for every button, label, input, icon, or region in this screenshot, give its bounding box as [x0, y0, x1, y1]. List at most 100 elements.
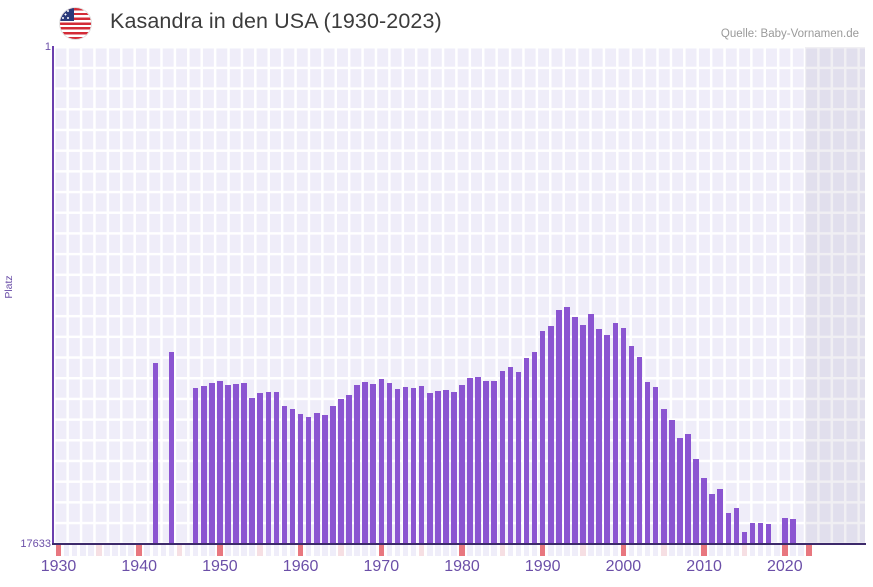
bar-1972[interactable]: [394, 389, 401, 543]
x-tick-2008: [685, 545, 691, 556]
x-tick-1984: [491, 545, 498, 556]
bar-1952[interactable]: [233, 384, 239, 543]
x-tick-1959: [289, 545, 296, 556]
x-tick-1933: [79, 545, 86, 556]
bar-1971[interactable]: [386, 383, 393, 543]
x-tick-1982: [475, 545, 481, 556]
x-axis-label-1950: 1950: [202, 558, 238, 575]
bar-1992[interactable]: [556, 310, 562, 543]
bar-1968[interactable]: [362, 382, 368, 543]
bar-1987[interactable]: [515, 372, 522, 543]
bar-1983[interactable]: [483, 381, 489, 543]
bar-1993[interactable]: [564, 307, 570, 543]
x-tick-1938: [120, 545, 126, 556]
bar-1976[interactable]: [426, 393, 433, 543]
bar-1962[interactable]: [313, 413, 320, 543]
bar-1989[interactable]: [531, 352, 538, 543]
bar-2017[interactable]: [757, 523, 764, 543]
bar-1975[interactable]: [418, 386, 425, 543]
bar-1973[interactable]: [402, 387, 409, 543]
bar-1997[interactable]: [596, 329, 602, 543]
bar-2010[interactable]: [701, 478, 707, 543]
x-tick-1930: [55, 545, 62, 556]
bar-1988[interactable]: [523, 358, 530, 543]
bar-1991[interactable]: [547, 326, 554, 543]
bar-2005[interactable]: [660, 409, 667, 543]
bar-2008[interactable]: [685, 434, 691, 543]
bar-1969[interactable]: [370, 384, 377, 543]
bar-1944[interactable]: [168, 352, 175, 543]
bar-1999[interactable]: [612, 323, 619, 543]
bar-2021[interactable]: [790, 519, 796, 543]
bar-2018[interactable]: [765, 524, 772, 543]
x-tick-1941: [144, 545, 151, 556]
bar-2006[interactable]: [669, 420, 675, 543]
bar-2012[interactable]: [717, 489, 724, 543]
bar-1994[interactable]: [572, 317, 578, 543]
x-tick-2009: [693, 545, 699, 556]
bar-1964[interactable]: [330, 406, 336, 543]
bar-1977[interactable]: [434, 391, 441, 543]
bar-2015[interactable]: [741, 532, 748, 543]
x-tick-2007: [677, 545, 683, 556]
bar-1978[interactable]: [443, 390, 449, 543]
forecast-shade-region: [804, 47, 865, 543]
bar-1974[interactable]: [410, 388, 417, 543]
bar-1998[interactable]: [604, 335, 611, 543]
bar-1942[interactable]: [152, 363, 159, 543]
x-tick-1990: [539, 545, 546, 556]
bar-1996[interactable]: [588, 314, 594, 543]
bar-2004[interactable]: [652, 387, 659, 543]
bar-2014[interactable]: [733, 508, 740, 543]
x-tick-2018: [765, 545, 772, 556]
bar-1980[interactable]: [459, 385, 465, 543]
bar-1963[interactable]: [322, 415, 328, 543]
bar-1961[interactable]: [305, 417, 312, 543]
bar-1957[interactable]: [273, 392, 280, 543]
bar-1967[interactable]: [354, 385, 360, 543]
bar-1956[interactable]: [265, 392, 272, 543]
bar-2011[interactable]: [709, 494, 715, 543]
bar-1965[interactable]: [338, 399, 344, 543]
bar-2007[interactable]: [677, 438, 683, 543]
bar-1979[interactable]: [451, 392, 457, 543]
bar-2020[interactable]: [782, 518, 788, 543]
x-axis-label-2000: 2000: [605, 558, 642, 575]
bar-1990[interactable]: [539, 331, 546, 543]
bar-1966[interactable]: [346, 395, 352, 543]
bar-1959[interactable]: [289, 409, 296, 543]
bar-2002[interactable]: [636, 357, 643, 543]
bar-1982[interactable]: [475, 377, 481, 543]
bar-1985[interactable]: [499, 371, 506, 543]
bar-1986[interactable]: [507, 367, 514, 543]
bar-1948[interactable]: [200, 386, 207, 543]
x-tick-1939: [128, 545, 134, 556]
bar-2000[interactable]: [620, 328, 627, 543]
x-axis-label-1930: 1930: [40, 558, 77, 575]
bar-1958[interactable]: [281, 406, 288, 543]
x-tick-1964: [330, 545, 336, 556]
x-tick-1957: [273, 545, 280, 556]
bar-2009[interactable]: [693, 459, 699, 543]
bar-2001[interactable]: [628, 346, 635, 543]
bar-1995[interactable]: [580, 325, 586, 543]
bar-1949[interactable]: [209, 383, 215, 543]
bar-2013[interactable]: [725, 513, 732, 543]
bar-1970[interactable]: [378, 379, 385, 543]
bar-1954[interactable]: [249, 398, 255, 543]
bar-1950[interactable]: [217, 381, 223, 543]
y-axis-title: Platz: [3, 275, 15, 299]
flag-canton: [60, 8, 74, 21]
bar-2003[interactable]: [644, 382, 651, 543]
bar-1953[interactable]: [241, 383, 247, 543]
bar-2016[interactable]: [749, 523, 756, 543]
bar-1981[interactable]: [467, 378, 473, 543]
x-axis-tick-strip: [54, 545, 865, 556]
bar-1984[interactable]: [491, 381, 498, 543]
bar-1960[interactable]: [297, 414, 304, 543]
x-tick-2013: [725, 545, 732, 556]
bar-1947[interactable]: [192, 388, 199, 543]
x-tick-1981: [467, 545, 473, 556]
bar-1951[interactable]: [225, 385, 231, 543]
bar-1955[interactable]: [257, 393, 264, 543]
